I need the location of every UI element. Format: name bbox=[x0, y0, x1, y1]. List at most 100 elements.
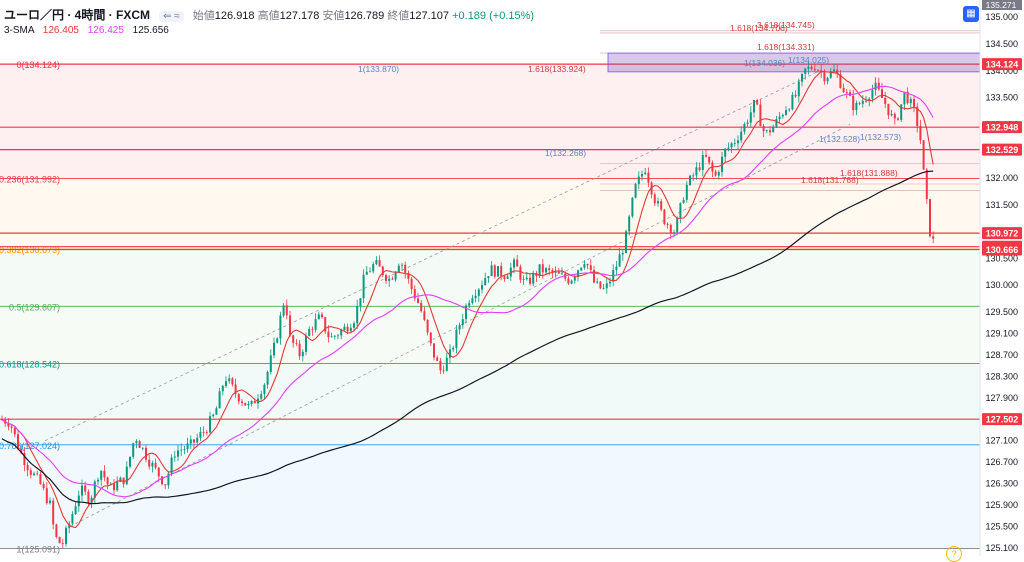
price-axis bbox=[980, 0, 1024, 556]
candle-body bbox=[151, 462, 154, 467]
candle-body bbox=[583, 264, 586, 268]
fib-band bbox=[0, 64, 980, 179]
candle-body bbox=[785, 110, 787, 115]
fib-band bbox=[0, 249, 980, 307]
candle-body bbox=[708, 156, 711, 163]
fib-annotation: 1.618(131.768) bbox=[801, 175, 859, 185]
candle-body bbox=[442, 370, 445, 372]
indicator-legend[interactable]: 3-SMA 126.405 126.425 125.656 bbox=[4, 25, 169, 36]
indicator-value-2: 126.425 bbox=[87, 25, 124, 36]
candle-body bbox=[100, 470, 103, 480]
candle-body bbox=[906, 91, 909, 104]
candle-body bbox=[161, 476, 163, 485]
candle-body bbox=[231, 378, 234, 385]
fib-annotation: 1(132.528) bbox=[819, 134, 860, 144]
visibility-toggle-icon[interactable]: ⇐ ≈ bbox=[159, 11, 184, 22]
candle-body bbox=[279, 315, 282, 339]
candle-body bbox=[871, 89, 874, 99]
candle-body bbox=[250, 400, 253, 404]
y-tick-label: 132.000 bbox=[985, 173, 1018, 183]
candle-body bbox=[557, 271, 560, 274]
candle-body bbox=[903, 91, 906, 105]
candle-body bbox=[682, 199, 685, 203]
candle-body bbox=[404, 264, 407, 273]
candle-body bbox=[839, 73, 842, 88]
candle-body bbox=[369, 271, 371, 273]
candle-body bbox=[93, 481, 96, 498]
fib-annotation: 1.618(134.331) bbox=[757, 42, 815, 52]
sma-long-line bbox=[1, 170, 934, 505]
candle-body bbox=[609, 281, 611, 284]
fib-label: 1(125.091) bbox=[16, 544, 60, 554]
candle-body bbox=[343, 326, 346, 331]
candle-body bbox=[685, 184, 688, 200]
candle-body bbox=[660, 201, 663, 210]
candle-body bbox=[698, 167, 701, 170]
candle-body bbox=[385, 275, 387, 281]
calendar-icon[interactable]: ▦ bbox=[963, 6, 979, 22]
candle-body bbox=[541, 264, 544, 273]
candle-body bbox=[484, 278, 487, 286]
candle-body bbox=[260, 394, 263, 399]
fib-annotation: 1.618(134.706) bbox=[730, 23, 788, 33]
candle-body bbox=[465, 305, 467, 320]
symbol-title[interactable]: ユーロ／円 · 4時間 · FXCM bbox=[4, 8, 150, 22]
candle-body bbox=[791, 94, 794, 110]
y-tick-label: 131.500 bbox=[985, 200, 1018, 210]
candle-body bbox=[413, 289, 416, 299]
candle-body bbox=[593, 269, 595, 283]
candle-body bbox=[737, 140, 739, 144]
candle-body bbox=[481, 285, 483, 290]
indicator-value-1: 126.405 bbox=[42, 25, 79, 36]
candle-body bbox=[282, 305, 285, 316]
candle-body bbox=[500, 266, 503, 277]
candle-body bbox=[84, 485, 87, 492]
candle-body bbox=[730, 143, 733, 148]
candle-body bbox=[621, 253, 624, 255]
candle-body bbox=[106, 477, 109, 485]
candle-body bbox=[180, 449, 183, 451]
candle-body bbox=[29, 470, 32, 475]
fib-annotation: 1(132.573) bbox=[860, 132, 901, 142]
fib-band bbox=[0, 444, 980, 549]
candle-body bbox=[225, 381, 227, 386]
candle-body bbox=[295, 342, 298, 344]
candle-body bbox=[801, 73, 803, 82]
candle-body bbox=[292, 335, 295, 343]
candle-body bbox=[567, 278, 570, 284]
candle-body bbox=[881, 89, 883, 99]
candle-body bbox=[458, 325, 461, 330]
candle-body bbox=[692, 175, 695, 177]
candle-body bbox=[330, 336, 333, 338]
candle-body bbox=[209, 416, 211, 433]
candle-body bbox=[145, 447, 147, 460]
candle-body bbox=[775, 118, 778, 127]
price-badge-label: 134.124 bbox=[986, 60, 1019, 70]
candle-body bbox=[455, 329, 458, 348]
candle-body bbox=[170, 457, 173, 474]
candle-body bbox=[884, 98, 887, 104]
candle-body bbox=[631, 197, 634, 217]
candle-body bbox=[218, 391, 221, 409]
candle-body bbox=[525, 277, 528, 280]
candle-body bbox=[129, 456, 131, 467]
fib-annotation: 3.618(134.745) bbox=[757, 20, 815, 30]
candle-body bbox=[666, 224, 669, 225]
candle-body bbox=[596, 281, 599, 283]
candle-body bbox=[308, 328, 311, 336]
candle-body bbox=[644, 172, 647, 175]
candle-body bbox=[756, 99, 759, 105]
candle-body bbox=[545, 268, 547, 273]
candle-body bbox=[676, 217, 679, 233]
candle-body bbox=[109, 483, 112, 485]
candle-body bbox=[599, 281, 602, 289]
candle-body bbox=[103, 470, 106, 478]
price-badge-label: 130.972 bbox=[986, 229, 1019, 239]
candle-body bbox=[810, 66, 813, 70]
candle-body bbox=[865, 100, 867, 102]
help-icon[interactable]: ? bbox=[946, 546, 962, 562]
candle-body bbox=[426, 319, 429, 333]
candle-body bbox=[452, 347, 455, 350]
top-price-badge bbox=[982, 0, 1022, 10]
